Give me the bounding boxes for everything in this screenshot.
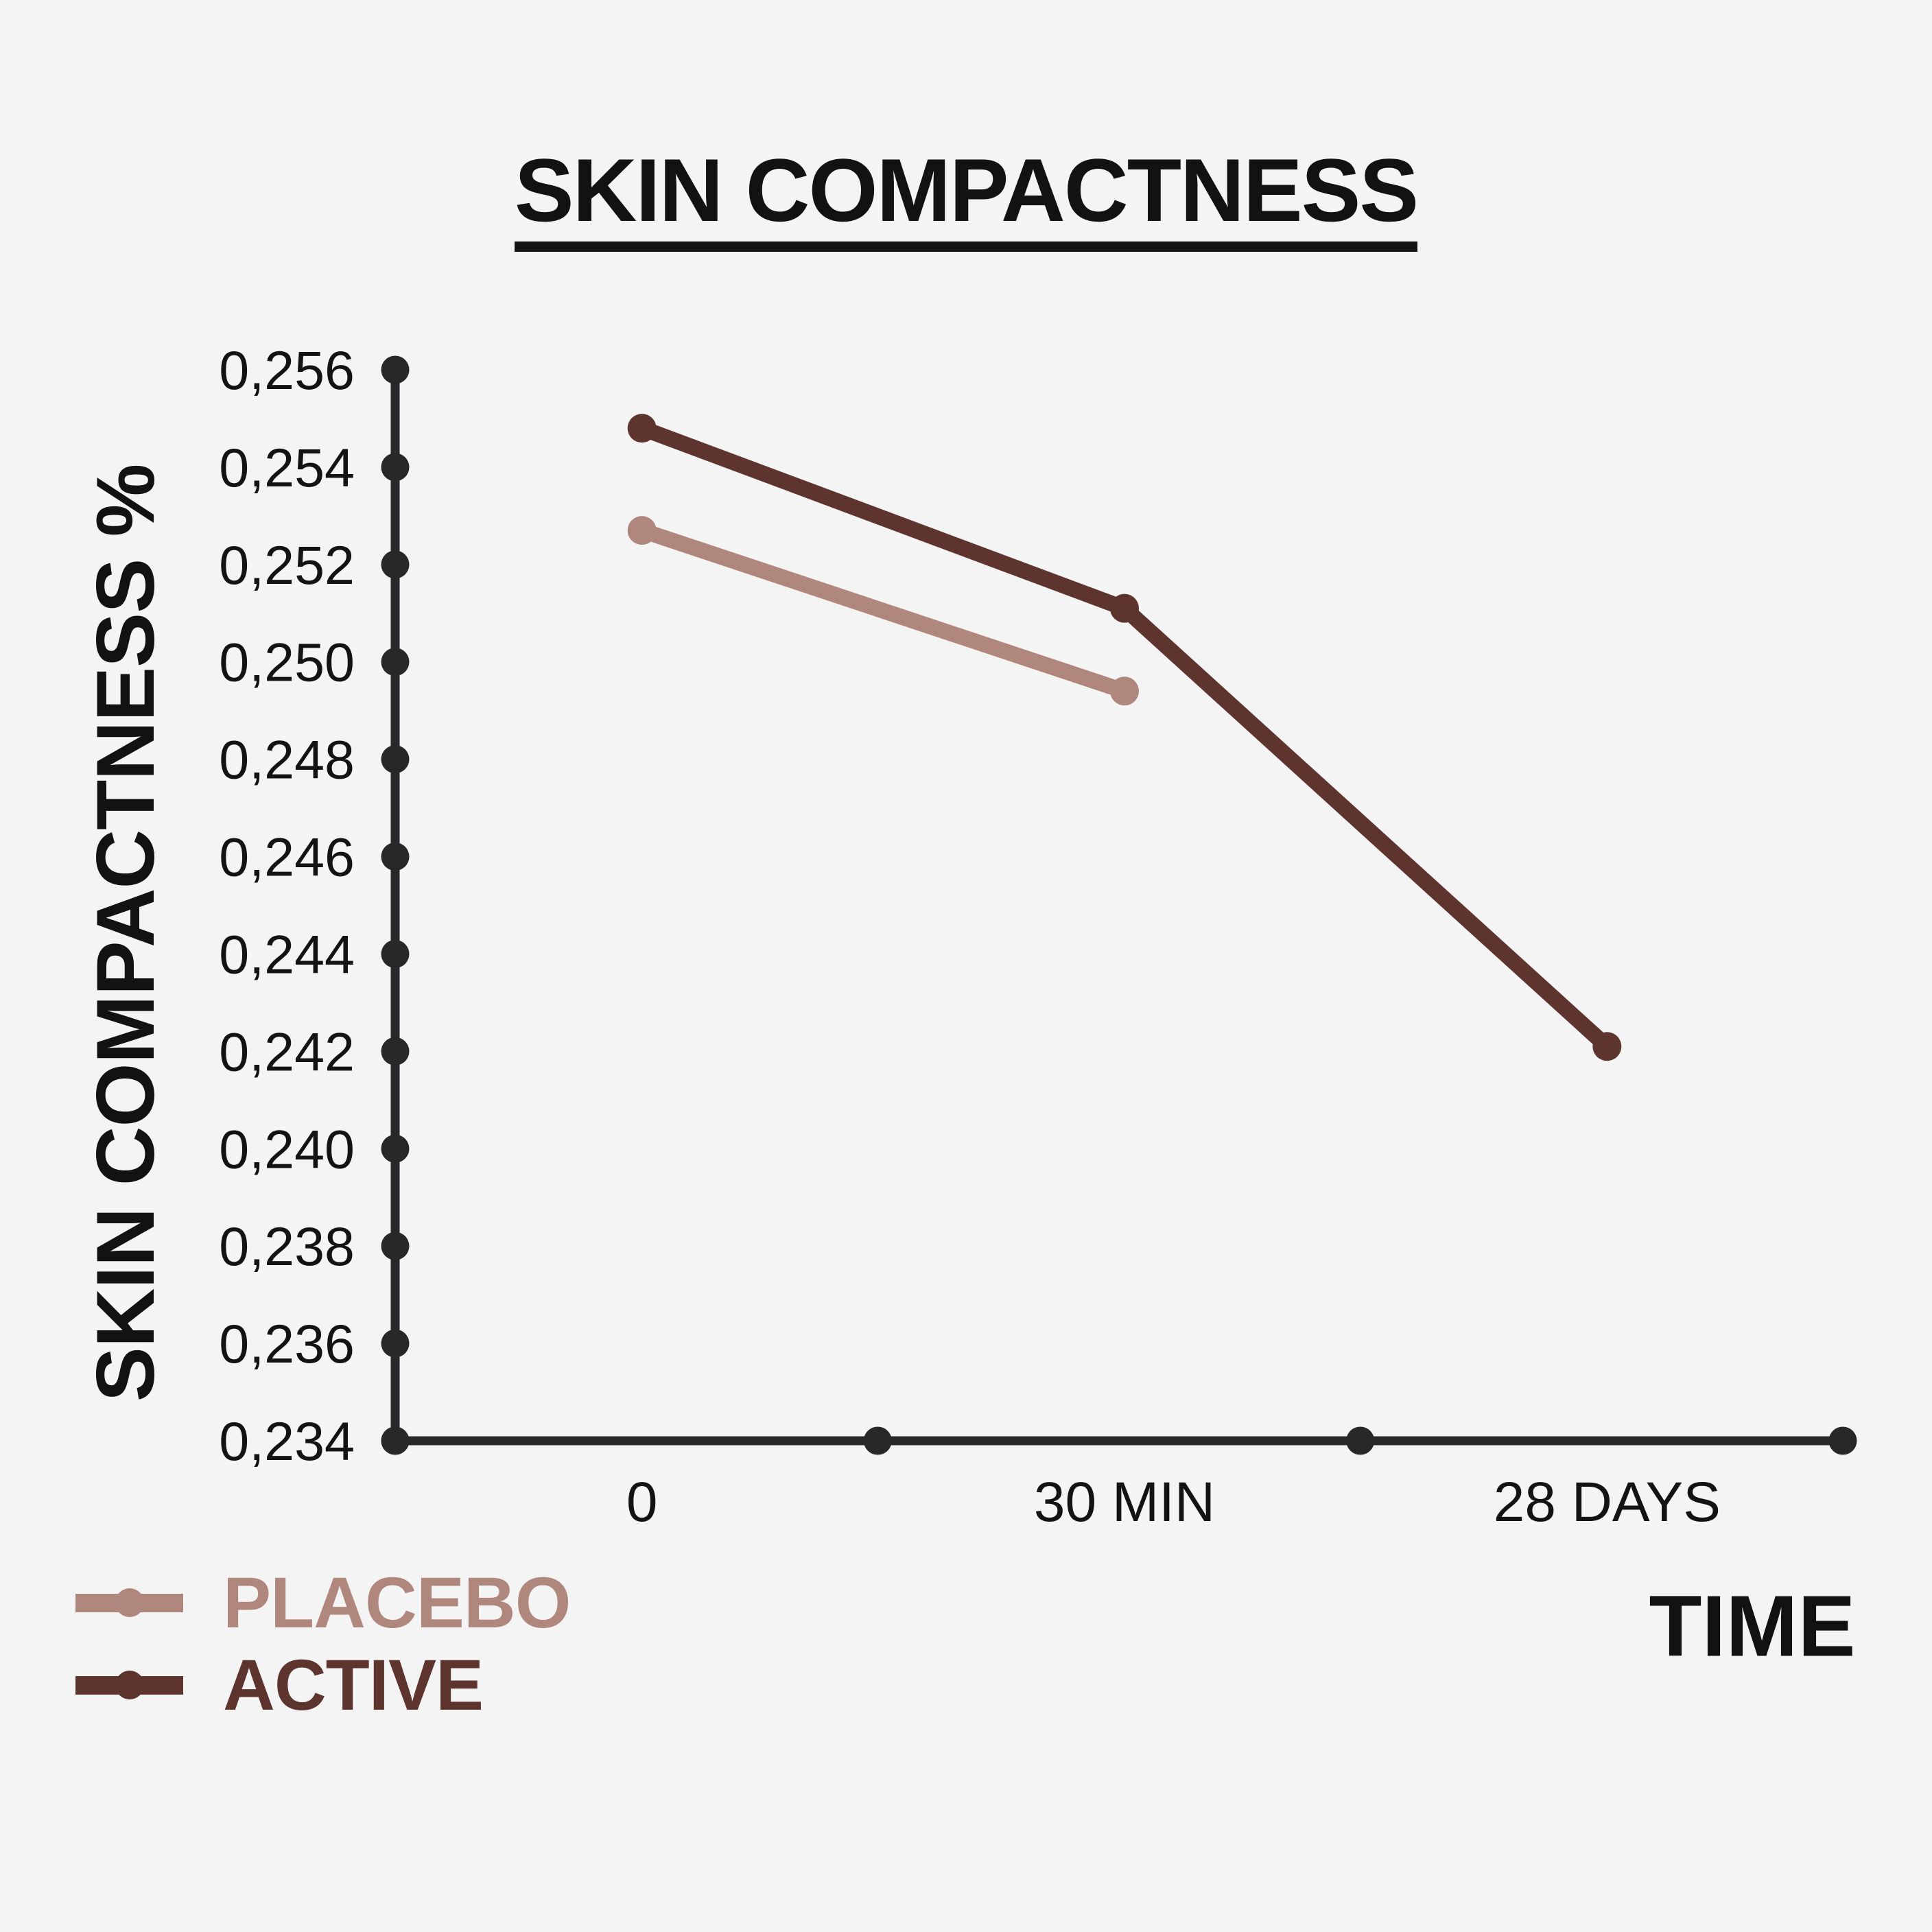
y-tick-label: 0,244 <box>219 923 355 985</box>
x-tick-dot <box>1346 1426 1375 1455</box>
y-tick-dot <box>381 1232 410 1260</box>
y-tick-label: 0,234 <box>219 1411 355 1472</box>
x-tick-dot <box>863 1426 892 1455</box>
legend-item-placebo: PLACEBO <box>75 1562 571 1643</box>
y-tick-dot <box>381 550 410 579</box>
y-tick-label: 0,242 <box>219 1021 355 1082</box>
series-line-active <box>639 421 1613 1052</box>
series-line-placebo <box>639 523 1127 699</box>
y-tick-label: 0,254 <box>219 437 355 498</box>
y-axis-title: SKIN COMPACTNESS % <box>80 464 172 1402</box>
y-tick-dot <box>381 843 410 871</box>
data-point-placebo <box>627 516 657 545</box>
y-tick-dot <box>381 745 410 774</box>
x-axis-title: TIME <box>1649 1577 1856 1675</box>
y-tick-label: 0,240 <box>219 1118 355 1179</box>
legend-swatch-active <box>75 1671 183 1699</box>
legend-swatch-dot <box>115 1671 144 1699</box>
x-tick-label: 30 MIN <box>1034 1471 1215 1533</box>
y-tick-label: 0,250 <box>219 632 355 693</box>
y-tick-dot <box>381 1037 410 1065</box>
y-tick-dot <box>381 1329 410 1358</box>
legend: PLACEBO ACTIVE <box>75 1562 571 1721</box>
y-tick-label: 0,246 <box>219 827 355 888</box>
x-tick-label: 28 DAYS <box>1494 1471 1721 1533</box>
chart-title-text: SKIN COMPACTNESS <box>514 145 1419 252</box>
x-tick-dot <box>381 1426 410 1455</box>
y-tick-label: 0,248 <box>219 729 355 790</box>
y-tick-dot <box>381 939 410 968</box>
x-tick-dot <box>1828 1426 1857 1455</box>
y-tick-dot <box>381 1134 410 1163</box>
y-tick-label: 0,256 <box>219 340 355 401</box>
y-tick-label: 0,236 <box>219 1313 355 1374</box>
chart-title: SKIN COMPACTNESS <box>0 145 1932 252</box>
data-point-active <box>1592 1032 1622 1061</box>
legend-swatch-dot <box>115 1588 144 1617</box>
x-tick-label: 0 <box>626 1471 658 1533</box>
y-tick-dot <box>381 355 410 384</box>
legend-label-placebo: PLACEBO <box>223 1562 571 1643</box>
legend-item-active: ACTIVE <box>75 1649 570 1721</box>
y-tick-label: 0,238 <box>219 1216 355 1277</box>
y-tick-dot <box>381 648 410 676</box>
y-tick-dot <box>381 453 410 482</box>
data-point-placebo <box>1110 676 1139 706</box>
data-point-active <box>627 414 657 443</box>
legend-swatch-placebo <box>75 1588 183 1617</box>
y-tick-label: 0,252 <box>219 534 355 596</box>
legend-label-active: ACTIVE <box>223 1645 484 1725</box>
data-point-active <box>1110 593 1139 623</box>
